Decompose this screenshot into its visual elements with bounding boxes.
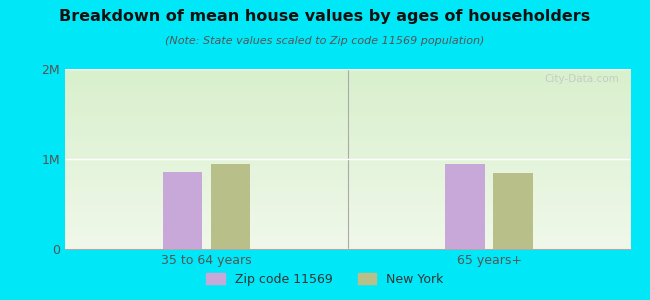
- Legend: Zip code 11569, New York: Zip code 11569, New York: [202, 268, 448, 291]
- Bar: [162, 172, 202, 249]
- Bar: [211, 164, 250, 249]
- Text: (Note: State values scaled to Zip code 11569 population): (Note: State values scaled to Zip code 1…: [165, 36, 485, 46]
- Text: City-Data.com: City-Data.com: [545, 74, 619, 84]
- Bar: [445, 164, 485, 249]
- Text: Breakdown of mean house values by ages of householders: Breakdown of mean house values by ages o…: [59, 9, 591, 24]
- Bar: [493, 173, 533, 249]
